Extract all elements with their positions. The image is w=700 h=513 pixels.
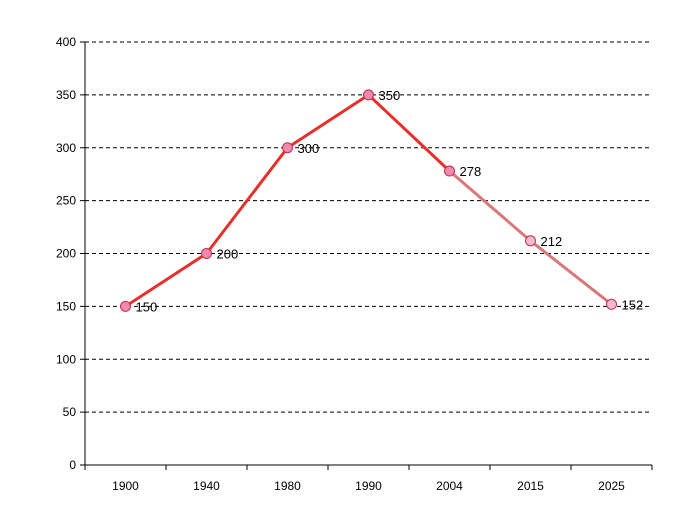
- x-tick-label: 1900: [112, 479, 139, 493]
- x-tick-label: 1990: [355, 479, 382, 493]
- x-tick-label: 1940: [193, 479, 220, 493]
- x-tick-label: 1980: [274, 479, 301, 493]
- data-labels: 150 200 300 350 278 212 152: [136, 88, 644, 315]
- y-tick-label: 150: [56, 299, 76, 313]
- data-label: 350: [379, 88, 401, 103]
- gridlines: [85, 41, 652, 413]
- data-point: [201, 248, 212, 259]
- data-point: [363, 89, 374, 101]
- y-tick-label: 50: [63, 405, 77, 419]
- data-label: 278: [460, 164, 482, 179]
- data-point: [282, 142, 293, 154]
- x-tick-label: 2025: [598, 479, 625, 493]
- y-tick-label: 350: [56, 88, 76, 102]
- y-tick-label: 200: [56, 247, 76, 261]
- y-tick-label: 250: [56, 194, 76, 208]
- x-tick-label: 2015: [517, 479, 544, 493]
- y-tick-label: 300: [56, 141, 76, 155]
- data-point: [120, 300, 131, 312]
- data-point: [444, 165, 455, 177]
- axis-ticks: 0 50 100 150 200 250 300 350 400 1900 1940 1980 1990…: [56, 35, 653, 493]
- data-point: [525, 235, 536, 247]
- y-tick-label: 0: [69, 458, 76, 472]
- y-tick-label: 100: [56, 352, 76, 366]
- data-label: 152: [622, 297, 644, 312]
- data-label: 300: [298, 141, 320, 156]
- data-label: 150: [136, 299, 158, 314]
- data-label: 200: [217, 247, 239, 262]
- x-tick-label: 2004: [436, 479, 463, 493]
- data-label: 212: [541, 234, 563, 249]
- series-markers: [120, 89, 617, 312]
- y-tick-label: 400: [56, 35, 76, 49]
- data-point: [606, 298, 617, 310]
